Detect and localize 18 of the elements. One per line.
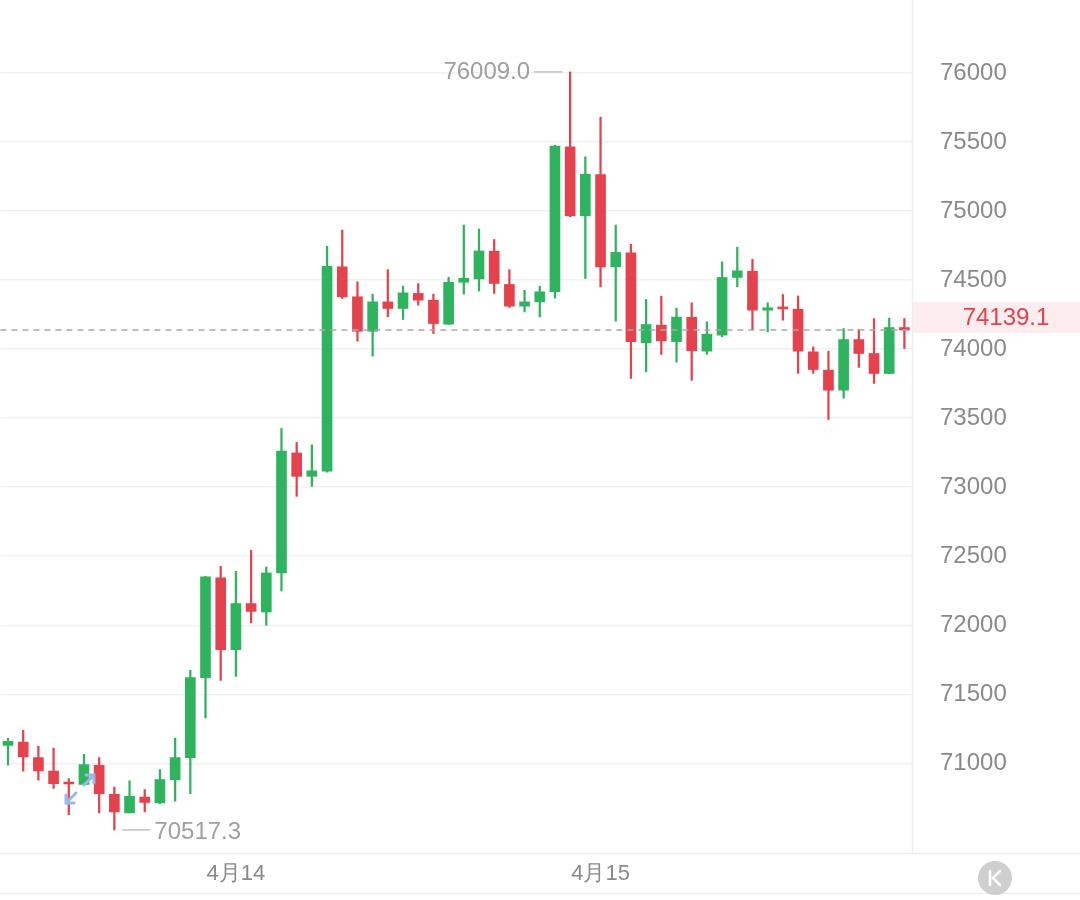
y-tick-label: 74000 <box>940 333 1007 361</box>
y-tick-label: 72000 <box>940 609 1007 637</box>
y-tick-label: 73000 <box>940 471 1007 499</box>
x-tick-label: 4月14 <box>206 860 266 886</box>
annotation: 70517.3 <box>154 816 242 844</box>
y-tick-label: 73500 <box>940 402 1007 430</box>
y-tick-label: 72500 <box>940 540 1007 568</box>
y-tick-label: 75000 <box>940 195 1007 223</box>
y-tick-label: 76000 <box>940 57 1007 85</box>
y-tick-label: 74500 <box>940 264 1007 292</box>
y-tick-label: 71000 <box>940 747 1007 775</box>
ref-line-label: 74139.1 <box>962 302 1050 330</box>
annotation: 76009.0 <box>443 56 531 84</box>
candlestick <box>823 350 834 420</box>
y-tick-label: 71500 <box>940 678 1007 706</box>
candlestick <box>48 747 59 789</box>
y-tick-label: 75500 <box>940 126 1007 154</box>
x-tick-label: 4月15 <box>571 860 630 886</box>
